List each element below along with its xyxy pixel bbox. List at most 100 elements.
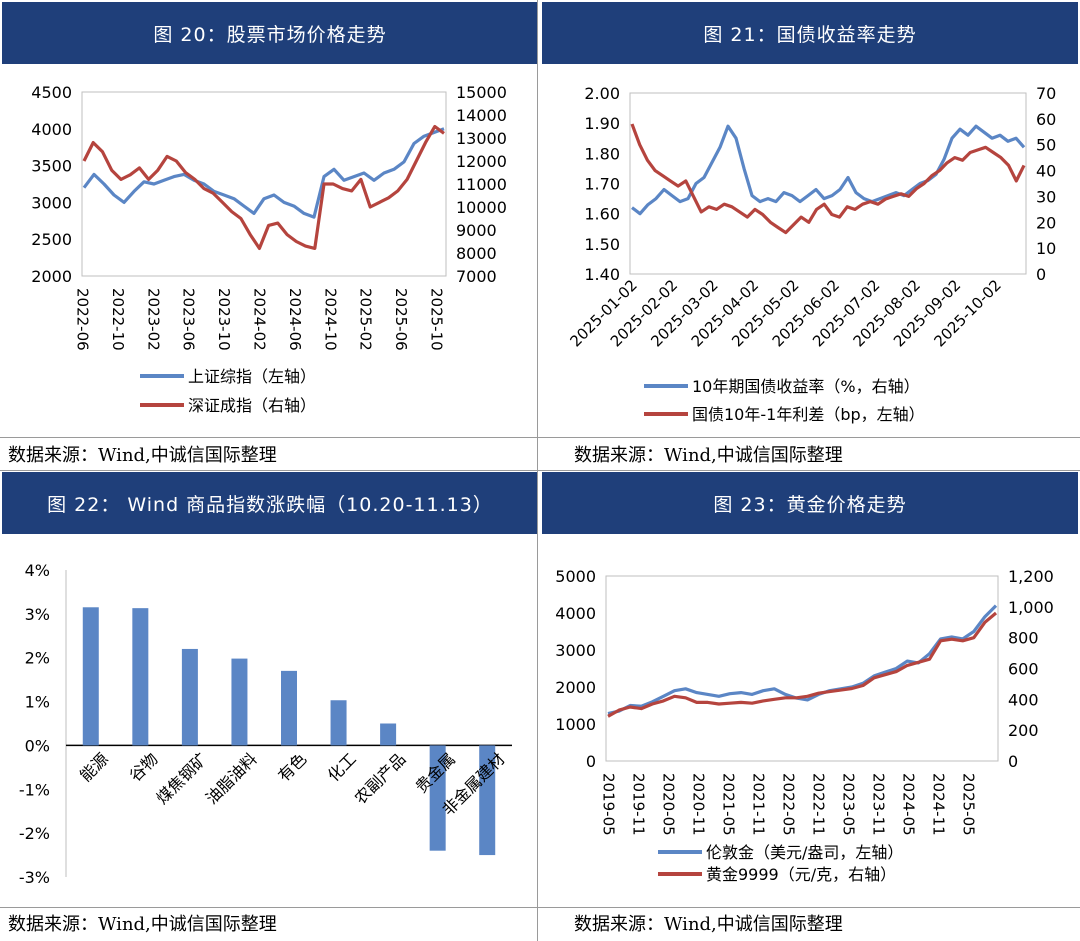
y-left-tick-label: 2000 (555, 678, 596, 697)
x-tick-label: 2022-11 (810, 773, 828, 836)
y-right-tick-label: 12000 (456, 152, 507, 171)
y-right-tick-label: 40 (1036, 162, 1056, 181)
y-tick-label: -1% (19, 780, 50, 799)
y-left-tick-label: 4000 (31, 120, 72, 139)
legend-label-0: 伦敦金（美元/盎司，左轴） (706, 843, 903, 862)
category-label: 煤焦钢矿 (153, 749, 212, 808)
x-tick-label: 2024-02 (251, 288, 269, 351)
plot-area (629, 92, 1027, 275)
y-tick-label: -2% (19, 824, 50, 843)
x-tick-label: 2025-06 (392, 288, 410, 351)
y-right-tick-label: 14000 (456, 106, 507, 125)
panel-treasury-yield: 图 21：国债收益率走势 2.00 1.90 1.80 1.70 1.60 1.50 1.4… (540, 0, 1080, 470)
y-left-tick-label: 1000 (555, 715, 596, 734)
x-tick-label: 2024-05 (900, 773, 918, 836)
y-left-tick-label: 1.60 (584, 205, 620, 224)
x-tick-label: 2023-02 (144, 288, 162, 351)
chart-stock-market: 4500 4000 3500 3000 2500 2000 15000 14000 13000 1… (31, 83, 507, 415)
y-tick-label: 3% (25, 605, 50, 624)
panel-gold-price: 图 23：黄金价格走势 5000 4000 3000 2000 1000 0 1,200 1,… (540, 470, 1080, 941)
y-left-tick-label: 1.90 (584, 114, 620, 133)
x-tick-label: 2025-05 (960, 773, 978, 836)
bar-4 (281, 670, 297, 746)
x-tick-label: 2019-11 (630, 773, 648, 836)
source-note: 数据来源：Wind,中诚信国际整理 (574, 914, 843, 935)
x-tick-label: 2020-05 (660, 773, 678, 836)
y-left-tick-label: 1.80 (584, 144, 620, 163)
x-tick-label: 2021-11 (750, 773, 768, 836)
series-line-0 (631, 124, 1026, 216)
x-tick-label: 2024-10 (321, 288, 339, 351)
y-right-tick-label: 30 (1036, 187, 1056, 206)
legend-label-1: 深证成指（右轴） (188, 396, 316, 415)
y-right-tick-label: 200 (1008, 721, 1039, 740)
category-label: 能源 (76, 749, 112, 785)
x-tick-label: 2020-11 (690, 773, 708, 836)
y-tick-label: 2% (25, 649, 50, 668)
y-left-tick-label: 0 (586, 752, 596, 771)
y-left-tick-label: 4500 (31, 83, 72, 102)
y-left-tick-label: 1.70 (584, 175, 620, 194)
y-right-tick-label: 10 (1036, 239, 1056, 258)
bar-2 (181, 648, 198, 746)
panel-commodity-change: 图 22： Wind 商品指数涨跌幅（10.20-11.13） 4% 3% 2% 1%… (0, 470, 540, 941)
y-left-tick-label: 2000 (31, 267, 72, 286)
series-line-0 (82, 127, 445, 219)
panel-stock-market: 图 20：股票市场价格走势 4500 4000 3500 3000 2500 2000 15… (0, 0, 540, 470)
y-right-tick-label: 60 (1036, 110, 1056, 129)
x-tick-label: 2022-10 (109, 288, 127, 351)
x-tick-label: 2023-05 (840, 773, 858, 836)
y-right-tick-label: 8000 (456, 244, 497, 263)
source-note: 数据来源：Wind,中诚信国际整理 (8, 445, 277, 466)
bar-1 (132, 608, 149, 746)
y-tick-label: 0% (25, 736, 50, 755)
x-tick-label: 2021-05 (720, 773, 738, 836)
y-right-tick-label: 600 (1008, 660, 1039, 679)
y-right-tick-label: 70 (1036, 84, 1056, 103)
y-right-tick-label: 0 (1008, 752, 1018, 771)
y-left-tick-label: 3500 (31, 157, 72, 176)
y-right-tick-label: 800 (1008, 629, 1039, 648)
plot-area (605, 575, 999, 762)
bar-5 (330, 700, 347, 746)
y-left-tick-label: 5000 (555, 567, 596, 586)
bar-6 (380, 723, 397, 746)
x-tick-label: 2022-06 (74, 288, 92, 351)
y-left-tick-label: 3000 (555, 641, 596, 660)
panel-title: 图 20：股票市场价格走势 (2, 2, 538, 64)
series-line-1 (82, 124, 445, 250)
y-tick-label: 1% (25, 693, 50, 712)
x-tick-label: 2023-11 (870, 773, 888, 836)
x-tick-label: 2019-05 (600, 773, 618, 836)
x-tick-label: 2024-11 (930, 773, 948, 836)
y-right-tick-label: 20 (1036, 213, 1056, 232)
x-tick-label: 2025-02 (357, 288, 375, 351)
chart-treasury-yield: 2.00 1.90 1.80 1.70 1.60 1.50 1.40 70 60 50 40 30 20… (566, 84, 1056, 424)
legend-label-1: 黄金9999（元/克，右轴） (706, 865, 896, 884)
x-tick-label: 2022-05 (780, 773, 798, 836)
y-tick-label: -3% (19, 868, 50, 887)
y-left-tick-label: 1.50 (584, 235, 620, 254)
plot-area (81, 91, 447, 277)
x-tick-label: 2023-10 (215, 288, 233, 351)
panel-title: 图 22： Wind 商品指数涨跌幅（10.20-11.13） (2, 472, 538, 534)
y-right-tick-label: 11000 (456, 175, 507, 194)
series-line-1 (630, 123, 1026, 235)
legend-label-0: 上证综指（左轴） (188, 367, 316, 386)
y-right-tick-label: 9000 (456, 221, 497, 240)
y-right-tick-label: 50 (1036, 136, 1056, 155)
panel-divider-h1 (0, 437, 1080, 438)
x-tick-label: 2023-06 (180, 288, 198, 351)
y-left-tick-label: 3000 (31, 193, 72, 212)
source-note: 数据来源：Wind,中诚信国际整理 (574, 445, 843, 466)
chart-commodity-change: 4%3%2%1%0%-1%-2%-3%能源 谷物煤焦钢矿油脂油料 有色 化工农副产品贵… (19, 561, 512, 887)
y-right-tick-label: 0 (1036, 265, 1046, 284)
y-right-tick-label: 10000 (456, 198, 507, 217)
y-left-tick-label: 1.40 (584, 265, 620, 284)
y-tick-label: 4% (25, 561, 50, 580)
bar-7 (429, 745, 446, 851)
y-left-tick-label: 2500 (31, 230, 72, 249)
y-right-tick-label: 1,000 (1008, 598, 1054, 617)
category-label: 化工 (324, 749, 360, 785)
category-label: 谷物 (126, 749, 162, 785)
